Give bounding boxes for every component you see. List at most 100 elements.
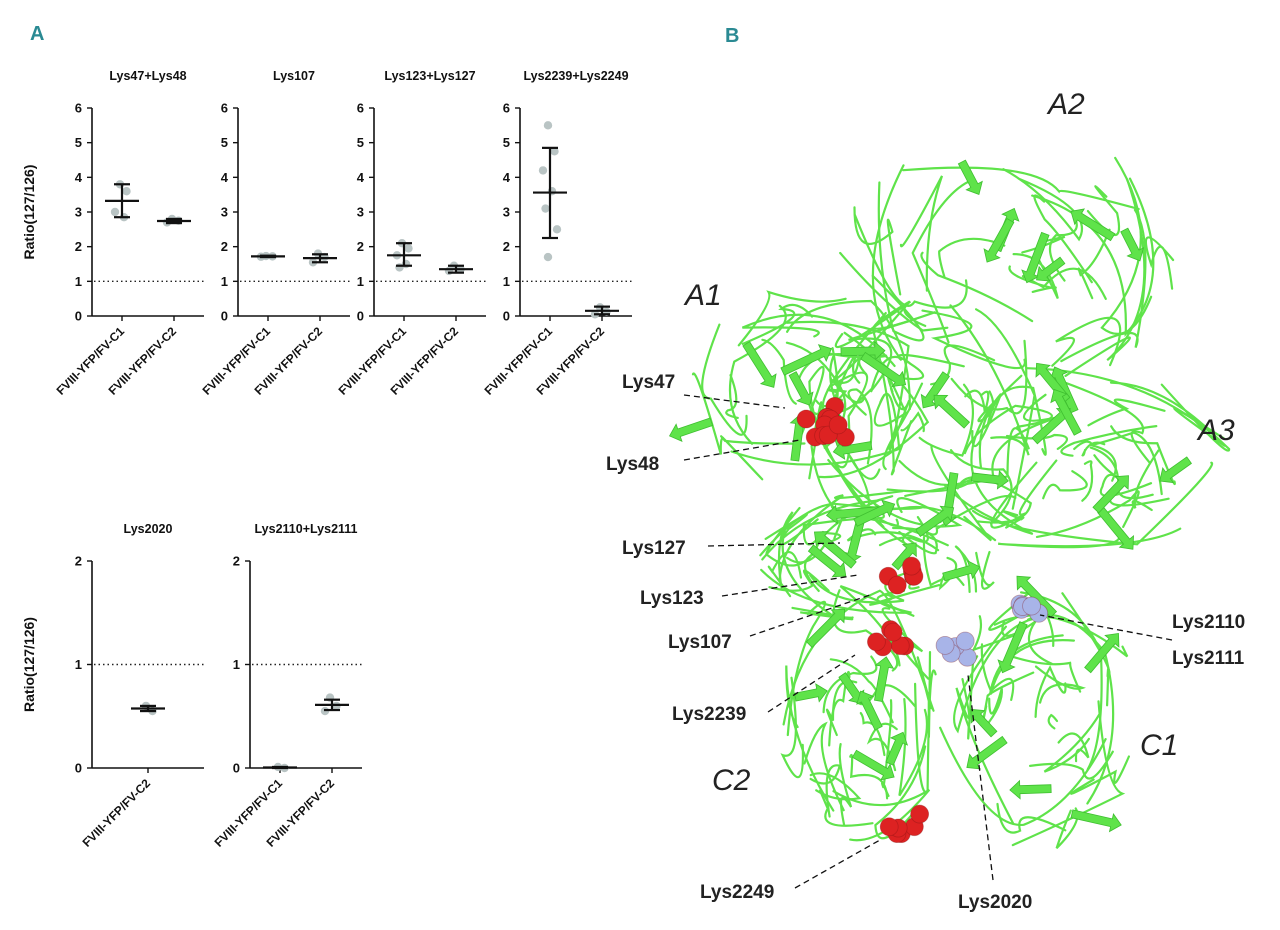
panel-b-structure: A1 A2 A3 C1 C2 Lys47 Lys48 Lys127 Lys123 Lys107 Ly… — [606, 88, 1245, 913]
residue-label: Lys127 — [622, 538, 686, 559]
coil-segment — [980, 639, 1075, 696]
data-point — [122, 187, 131, 196]
coil-segment — [1081, 441, 1106, 457]
coil-segment — [1051, 377, 1151, 464]
y-tick-label: 4 — [357, 170, 365, 185]
coil-segment — [1034, 665, 1086, 704]
residue-leader-line — [967, 674, 994, 881]
y-tick-label: 0 — [503, 309, 510, 324]
coil-segment — [785, 665, 835, 812]
coil-segment — [809, 772, 862, 801]
atom-sphere — [1022, 596, 1041, 616]
coil-segment — [967, 655, 979, 740]
y-tick-label: 3 — [503, 205, 510, 220]
coil-segment — [930, 444, 993, 542]
y-tick-label: 1 — [75, 657, 82, 672]
y-tick-label: 2 — [221, 239, 228, 254]
coil-segment — [1077, 228, 1111, 300]
coil-segment — [846, 528, 940, 552]
y-tick-label: 2 — [357, 239, 364, 254]
coil-segment — [1064, 178, 1146, 377]
y-tick-label: 6 — [503, 101, 510, 116]
residue-label: Lys2111 — [1172, 648, 1245, 669]
chart-title: Lys123+Lys127 — [384, 69, 475, 83]
y-tick-label: 1 — [221, 274, 228, 289]
residue-label: Lys47 — [622, 372, 675, 393]
atom-sphere — [910, 804, 930, 824]
coil-segment — [1008, 265, 1057, 293]
residue-leader-line — [707, 542, 841, 547]
beta-strand — [825, 504, 880, 525]
coil-segment — [987, 385, 1047, 456]
beta-strand — [1120, 227, 1145, 262]
beta-strand — [832, 440, 873, 460]
coil-segment — [761, 495, 894, 561]
coil-segment — [869, 584, 941, 606]
coil-segment — [834, 300, 927, 349]
y-tick-label: 6 — [357, 101, 364, 116]
y-tick-label: 4 — [75, 170, 83, 185]
residue-leader-line — [794, 839, 881, 889]
beta-strand — [1036, 256, 1066, 282]
coil-segment — [1002, 510, 1025, 529]
coil-segment — [1006, 654, 1082, 693]
coil-segment — [701, 323, 748, 436]
atom-sphere — [879, 817, 899, 837]
chart-4: Lys2239+Lys22490123456FVIII-YFP/FV-C1FVI… — [482, 69, 632, 398]
beta-strand — [915, 505, 955, 538]
coil-segment — [975, 308, 1036, 510]
data-point — [110, 207, 120, 217]
y-tick-label: 3 — [357, 205, 364, 220]
data-point — [543, 252, 553, 262]
beta-strand — [856, 690, 883, 731]
coil-segment — [768, 569, 830, 592]
coil-segment — [1002, 168, 1084, 242]
coil-segment — [1011, 700, 1126, 847]
atom-sphere — [887, 575, 907, 595]
coil-segment — [886, 459, 975, 493]
chart-3: Lys123+Lys1270123456FVIII-YFP/FV-C1FVIII… — [336, 69, 486, 398]
beta-strand — [1084, 633, 1120, 674]
data-point — [404, 244, 413, 253]
beta-strand — [788, 371, 814, 406]
coil-segment — [1047, 713, 1059, 730]
panel-letter-a: A — [30, 23, 44, 45]
domain-label: C2 — [712, 764, 751, 797]
beta-strand — [807, 544, 847, 578]
chart-6: Lys2110+Lys2111012FVIII-YFP/FV-C1FVIII-Y… — [212, 522, 362, 850]
atom-sphere — [883, 622, 903, 642]
coil-segment — [964, 389, 990, 413]
residue-leader-line — [721, 574, 859, 597]
residue-leader-line — [1039, 614, 1173, 641]
coil-segment — [938, 237, 1006, 279]
coil-segment — [803, 721, 845, 812]
y-tick-label: 1 — [233, 657, 240, 672]
beta-strand — [860, 351, 907, 388]
beta-strand — [851, 749, 895, 781]
coil-segment — [767, 551, 803, 598]
domain-label: A3 — [1196, 414, 1235, 447]
y-tick-label: 1 — [75, 274, 82, 289]
coil-segment — [975, 550, 995, 590]
chart-5: Lys2020 0 1 2 Ratio(127/126) FVIII-YFP/FV-C2 — [21, 522, 204, 850]
beta-strand — [1009, 779, 1052, 800]
atom-sphere — [828, 415, 848, 435]
y-tick-label: 3 — [221, 205, 228, 220]
atom-sphere — [935, 635, 955, 655]
coil-segment — [741, 303, 814, 345]
beta-strand — [983, 217, 1015, 263]
coil-segment — [822, 655, 878, 714]
coil-segment — [871, 164, 965, 368]
coil-segment — [832, 589, 899, 672]
coil-segment — [1131, 449, 1160, 512]
coil-segment — [882, 382, 924, 471]
residue-label: Lys123 — [640, 588, 704, 609]
coil-segment — [990, 459, 1058, 529]
data-point — [444, 266, 454, 276]
beta-strand — [997, 621, 1028, 674]
atom-sphere — [796, 409, 816, 429]
chart-title: Lys107 — [273, 69, 315, 83]
coil-segment — [1021, 267, 1107, 300]
atom-sphere — [867, 632, 886, 652]
beta-strand — [840, 340, 886, 361]
